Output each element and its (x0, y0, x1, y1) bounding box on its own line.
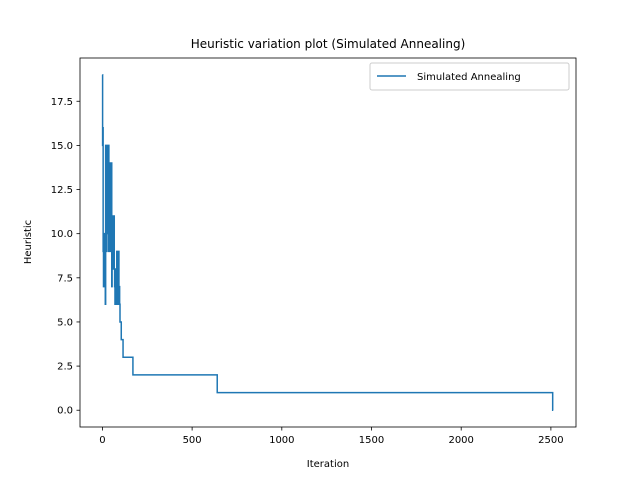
y-tick-label: 10.0 (51, 229, 73, 240)
series-line-0 (101, 74, 554, 411)
axes-frame (79, 57, 577, 428)
x-tick-label: 1000 (269, 435, 294, 446)
x-axis-ticks: 0 500 1000 1500 2000 2500 (99, 427, 564, 446)
x-tick-label: 2500 (538, 435, 563, 446)
y-axis-ticks: 0.0 2.5 5.0 7.5 10.0 12.5 15.0 17.5 (51, 97, 80, 417)
legend-box (369, 62, 570, 91)
x-tick-label: 0 (99, 435, 105, 446)
y-tick-label: 2.5 (57, 362, 73, 373)
legend: Simulated Annealing (369, 62, 570, 91)
plot-area (80, 58, 576, 427)
y-tick-label: 12.5 (51, 185, 73, 196)
y-tick-label: 15.0 (51, 141, 73, 152)
chart-title: Heuristic variation plot (Simulated Anne… (191, 37, 466, 51)
x-axis-label: Iteration (307, 459, 349, 470)
legend-label-simulated-annealing: Simulated Annealing (417, 72, 521, 83)
y-axis-label: Heuristic (23, 220, 34, 264)
y-tick-label: 17.5 (51, 97, 73, 108)
series-layer (101, 74, 554, 411)
x-tick-label: 2000 (448, 435, 473, 446)
y-tick-label: 0.0 (57, 406, 73, 417)
y-tick-label: 5.0 (57, 317, 73, 328)
x-tick-label: 500 (183, 435, 202, 446)
x-tick-label: 1500 (359, 435, 384, 446)
y-tick-label: 7.5 (57, 273, 73, 284)
